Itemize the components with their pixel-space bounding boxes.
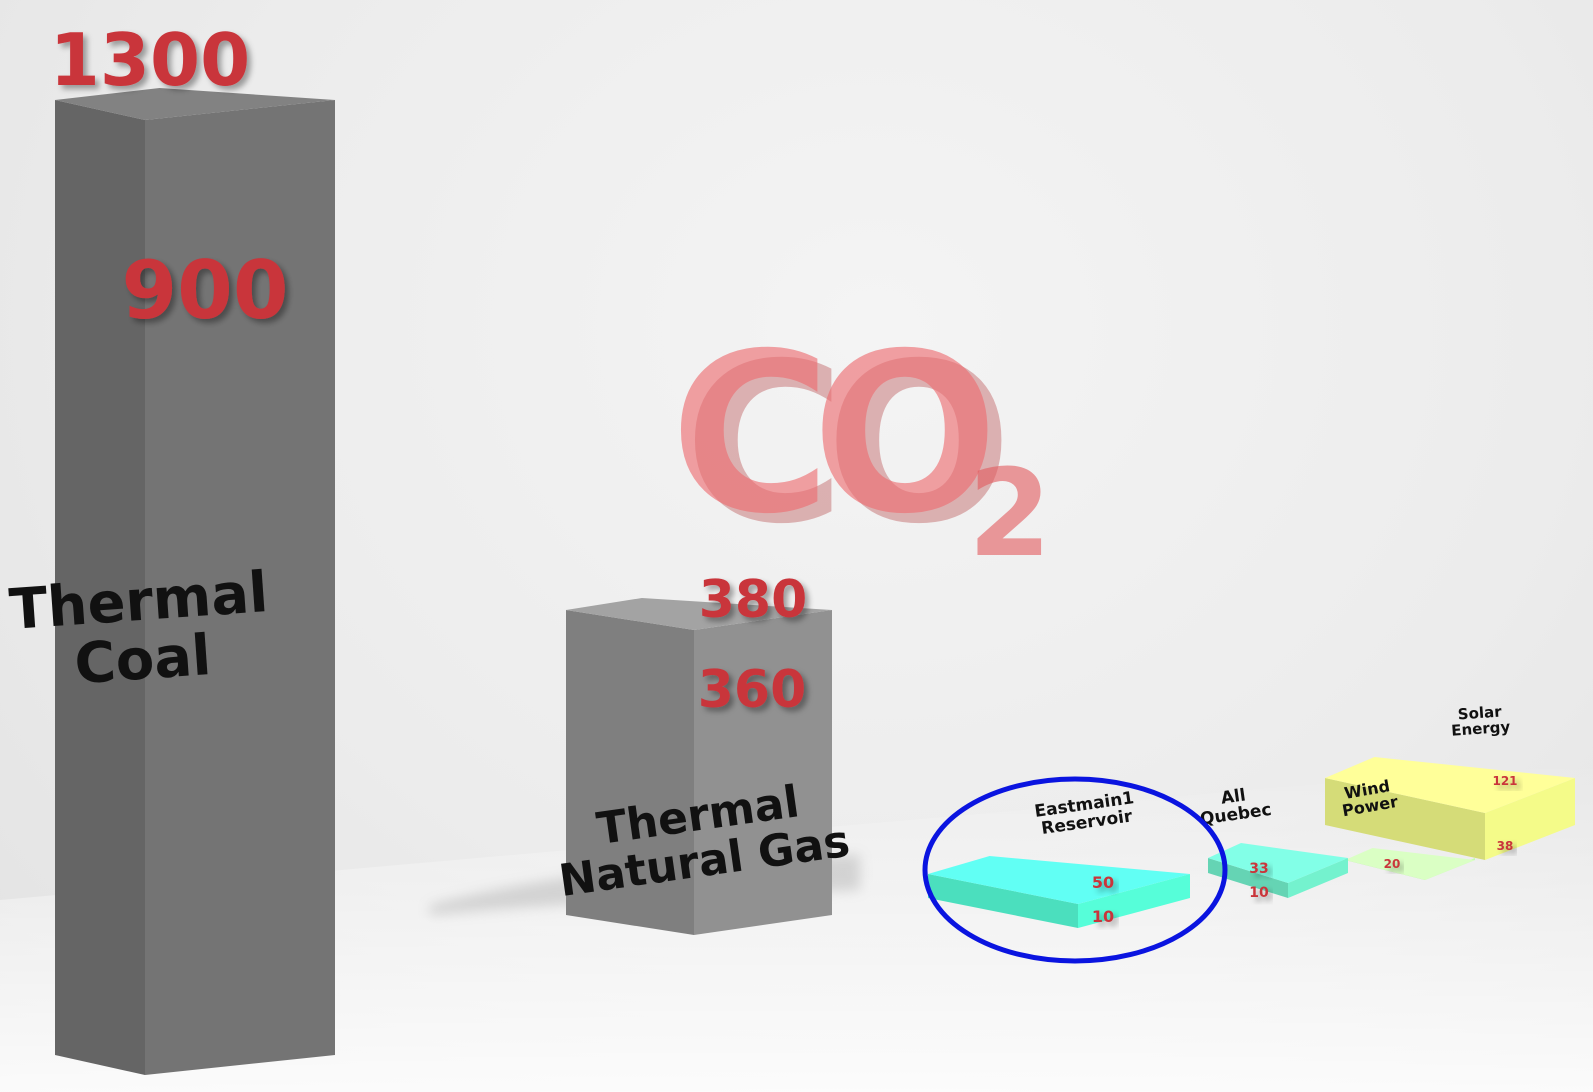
value-label: 20 [1384, 857, 1401, 871]
bar-side-face [694, 610, 832, 935]
value-label: 50 [1092, 873, 1114, 892]
bar-top-face [566, 598, 832, 630]
bar-wind-power [1345, 848, 1475, 880]
bar-eastmain1-reservoir [928, 856, 1190, 928]
bar-solar-energy [1325, 757, 1575, 860]
value-label: 900 [122, 244, 289, 337]
value-label: 10 [1092, 907, 1114, 926]
bar-front-face [566, 610, 694, 935]
bar-side-face [1288, 858, 1348, 898]
svg-text:CO: CO [670, 306, 987, 562]
bar-top-face [55, 88, 335, 120]
value-label: 121 [1492, 774, 1517, 788]
bar-all-quebec [1208, 843, 1348, 898]
svg-text:2: 2 [968, 445, 1052, 584]
value-label: 360 [698, 660, 807, 720]
category-label: SolarEnergy [1450, 702, 1511, 740]
value-label: 380 [699, 570, 808, 630]
value-label: 10 [1249, 885, 1269, 901]
bar-side-face [1485, 778, 1575, 860]
value-label: 33 [1249, 861, 1268, 877]
bar-thermal-natural-gas [566, 598, 832, 935]
svg-text:CO: CO [684, 316, 1001, 572]
bar-top-face [1345, 848, 1475, 880]
bar-thermal-coal [55, 88, 335, 1075]
bar-front-face [928, 874, 1078, 928]
co2-title: CO CO 2 [670, 306, 1052, 584]
bar-top-face [928, 856, 1190, 904]
bar-front-face [1208, 858, 1288, 898]
value-label: 1300 [50, 18, 250, 102]
value-label: 38 [1497, 839, 1514, 853]
bar-side-face [1078, 874, 1190, 928]
bar-top-face [1325, 757, 1575, 813]
bar-top-face [1208, 843, 1348, 883]
bar-front-face [55, 100, 145, 1075]
highlight-ellipse [922, 776, 1228, 964]
category-label-line: Energy [1451, 718, 1511, 740]
bar-side-face [145, 100, 335, 1075]
bar-front-face [1325, 778, 1485, 860]
category-label-line: All [1220, 785, 1247, 808]
category-label-line: Coal [72, 623, 213, 697]
category-label-line: Solar [1457, 702, 1503, 723]
